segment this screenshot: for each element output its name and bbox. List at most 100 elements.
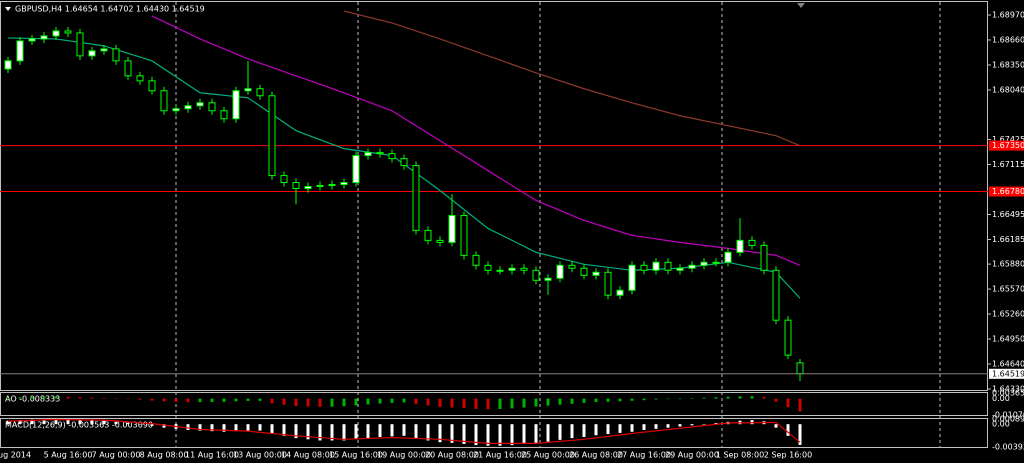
x-tick-label: 21 Aug 16:00 [473, 451, 527, 460]
y-tick-label: 1.64330 [992, 385, 1024, 394]
macd-bar [90, 420, 94, 425]
chart-title: GBPUSD,H4 1.64654 1.64702 1.64430 1.6451… [15, 5, 205, 14]
ao-bar [486, 398, 490, 410]
candle-body [580, 267, 588, 276]
x-tick-label: 19 Aug 00:00 [377, 451, 431, 460]
ao-bar [510, 398, 514, 409]
macd-signal [7, 418, 801, 444]
ao-bar [426, 398, 430, 406]
ao-bar [798, 398, 802, 412]
candle-body [316, 185, 324, 188]
x-tick-label: 2 Sep 16:00 [764, 451, 812, 460]
ao-frame [0, 392, 988, 416]
y-tick-label: 1.64950 [992, 335, 1024, 344]
y-tick-label: 1.64640 [992, 360, 1024, 369]
ao-bar [534, 398, 538, 407]
macd-bar [558, 424, 562, 440]
macd-bar [162, 424, 166, 428]
x-tick-label: 20 Aug 08:00 [425, 451, 479, 460]
x-tick-label: 11 Aug 16:00 [185, 451, 239, 460]
ao-bar [234, 398, 238, 402]
ao-bar [450, 398, 454, 408]
candle-body [208, 102, 216, 112]
candle-body [508, 267, 516, 271]
ao-bar [762, 397, 766, 399]
ao-bar [786, 398, 790, 408]
candle-body [88, 50, 96, 57]
y-tick-label: 1.67425 [992, 135, 1024, 144]
candle-body [220, 110, 228, 120]
candle-body [640, 264, 648, 271]
macd-bar [474, 424, 478, 446]
candle-body [484, 264, 492, 271]
macd-bar [330, 424, 334, 441]
candle-body [772, 269, 780, 321]
macd-bar [630, 424, 634, 432]
candle-body [136, 75, 144, 82]
ao-bar [666, 398, 670, 400]
ao-bar [498, 398, 502, 410]
candle-body [604, 271, 612, 296]
macd-bar [450, 424, 454, 443]
candle-body [244, 88, 252, 92]
y-tick-label: 1.65880 [992, 260, 1024, 269]
candle-body [4, 60, 12, 70]
ao-bar [6, 397, 10, 399]
ao-bar [270, 398, 274, 404]
x-tick-label: 13 Aug 00:00 [233, 451, 287, 460]
candle-body [388, 153, 396, 160]
macd-bar [306, 424, 310, 440]
candle-body [592, 271, 600, 276]
y-tick-label: -0.010702 [992, 411, 1024, 420]
macd-bar [294, 424, 298, 439]
candle-body [736, 239, 744, 253]
macd-bar [390, 424, 394, 437]
ao-bar [318, 398, 322, 407]
candle-body [748, 239, 756, 246]
ao-bar [126, 398, 130, 400]
y-tick-label: 1.68970 [992, 10, 1024, 19]
x-tick-label: 27 Aug 16:00 [617, 451, 671, 460]
macd-bar [66, 418, 70, 425]
macd-bar [522, 424, 526, 444]
candle-body [304, 186, 312, 190]
candle-body [616, 289, 624, 296]
macd-bar [42, 419, 46, 425]
ao-bar [582, 398, 586, 403]
candle-body [256, 88, 264, 97]
ao-bar [78, 397, 82, 399]
ao-bar [738, 396, 742, 399]
candle-body [232, 90, 240, 120]
ao-bar [378, 398, 382, 404]
level-label: 1.66780 [992, 187, 1024, 196]
y-tick-label: 0.00 [992, 420, 1010, 429]
candle-body [28, 38, 36, 42]
macd-bar [534, 424, 538, 443]
candle-body [676, 267, 684, 271]
ao-bar [678, 398, 682, 400]
y-tick-label: 1.67115 [992, 160, 1024, 169]
ao-bar [42, 396, 46, 399]
macd-bar [426, 424, 430, 441]
macd-bar [486, 424, 490, 446]
candle-body [160, 90, 168, 112]
moving-average [151, 15, 801, 266]
moving-average [343, 10, 801, 147]
y-tick-label: 1.68660 [992, 35, 1024, 44]
ao-bar [174, 398, 178, 402]
macd-bar [366, 424, 370, 439]
candle-body [184, 105, 192, 110]
macd-bar [198, 424, 202, 431]
macd-bar [6, 420, 10, 425]
ao-bar [714, 397, 718, 399]
macd-bar [210, 424, 214, 432]
macd-bar [570, 424, 574, 439]
ao-bar [702, 397, 706, 399]
macd-bar [714, 423, 718, 425]
candle-body [568, 264, 576, 269]
ao-bar [138, 398, 142, 400]
macd-bar [114, 421, 118, 425]
ao-bar [390, 398, 394, 403]
macd-bar [18, 420, 22, 425]
